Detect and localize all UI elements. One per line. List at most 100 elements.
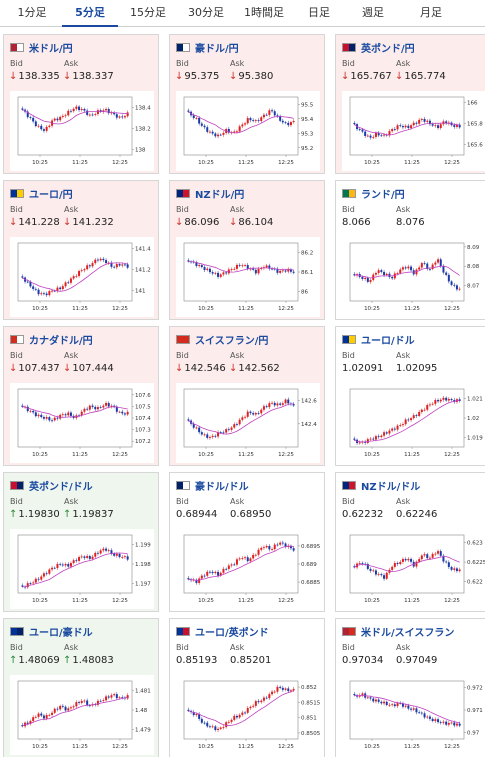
currency-pair-link[interactable]: 英ポンド/円 (361, 43, 415, 55)
candle (407, 417, 410, 422)
candle (377, 697, 380, 704)
chart-svg: 0.852 0.8515 0.851 0.8505 10:25 11:25 12:25 (183, 680, 320, 750)
currency-pair-link[interactable]: 豪ドル/ドル (195, 481, 249, 493)
rate-card[interactable]: スイスフラン/円 Bid ↓142.546 Ask ↓142.562 142.6 142.4… (169, 326, 325, 466)
candle (94, 112, 97, 117)
mini-chart[interactable]: 95.5 95.4 95.3 95.2 10:25 11:25 12:25 (176, 91, 320, 171)
currency-pair-link[interactable]: NZドル/ドル (361, 481, 421, 493)
rate-card[interactable]: カナダドル/円 Bid ↓107.437 Ask ↓107.444 107.6 107.5 1… (3, 326, 159, 466)
mini-chart[interactable]: 1.199 1.198 1.197 10:25 11:25 12:25 (10, 529, 154, 609)
ask-label: Ask (64, 643, 79, 652)
tab-7[interactable]: 月足 (420, 6, 442, 19)
tab-3[interactable]: 30分足 (188, 6, 224, 19)
y-tick-label: 86.1 (301, 270, 313, 276)
tab-1[interactable]: 5分足 (62, 0, 118, 27)
currency-pair-link[interactable]: 米ドル/スイスフラン (361, 627, 455, 639)
bid-price: 0.68944 (176, 509, 218, 520)
rate-card[interactable]: 英ポンド/円 Bid ↓165.767 Ask ↓165.774 166 165.8 165.… (335, 34, 485, 174)
mini-chart[interactable]: 0.852 0.8515 0.851 0.8505 10:25 11:25 12:25 (176, 675, 320, 755)
mini-chart[interactable]: 86.2 86.1 86 10:25 11:25 12:25 (176, 237, 320, 317)
rate-card[interactable]: ユーロ/豪ドル Bid ↑1.48069 Ask ↑1.48083 1.481 1.48 1.… (3, 618, 159, 757)
currency-pair-link[interactable]: 英ポンド/ドル (29, 481, 93, 493)
ask-price: 142.562 (238, 363, 280, 374)
mini-chart[interactable]: 0.6895 0.689 0.6885 10:25 11:25 12:25 (176, 529, 320, 609)
rate-card[interactable]: 米ドル/円 Bid ↓138.335 Ask ↓138.337 138.4 138.2 138… (3, 34, 159, 174)
ask-label: Ask (64, 205, 79, 214)
candle (284, 121, 287, 125)
candle (78, 555, 81, 563)
candle (289, 544, 292, 551)
candle (246, 555, 249, 563)
currency-pair-link[interactable]: ユーロ/ドル (361, 335, 415, 347)
y-tick-label: 0.851 (301, 716, 317, 722)
card-header: 豪ドル/ドル (176, 479, 249, 493)
moving-average-line (354, 694, 460, 724)
candle (64, 113, 67, 118)
rate-card[interactable]: 豪ドル/円 Bid ↓95.375 Ask ↓95.380 95.5 95.4 95.3 95.… (169, 34, 325, 174)
candle (262, 545, 265, 550)
tab-0[interactable]: 1分足 (17, 6, 47, 19)
candle (123, 554, 126, 559)
rate-card[interactable]: 米ドル/スイスフラン Bid 0.97034 Ask 0.97049 0.972 0.971… (335, 618, 485, 757)
candle (353, 272, 356, 277)
tab-4[interactable]: 1時間足 (244, 6, 284, 19)
rate-card[interactable]: ユーロ/円 Bid ↓141.228 Ask ↓141.232 141.4 141.2 141… (3, 180, 159, 320)
currency-pair-link[interactable]: 米ドル/円 (29, 43, 73, 55)
rate-card[interactable]: NZドル/ドル Bid 0.62232 Ask 0.62246 0.623 0.6225 0.… (335, 472, 485, 612)
currency-pair-link[interactable]: カナダドル/円 (29, 335, 93, 347)
ask-price: 1.02095 (396, 363, 438, 374)
mini-chart[interactable]: 0.972 0.971 0.97 10:25 11:25 12:25 (342, 675, 485, 755)
mini-chart[interactable]: 166 165.8 165.6 10:25 11:25 12:25 (342, 91, 485, 171)
candle (83, 699, 86, 704)
tab-6[interactable]: 週足 (362, 6, 384, 19)
candle (105, 258, 108, 265)
x-tick-label: 10:25 (198, 744, 214, 750)
candle (99, 405, 102, 409)
y-tick-label: 8.07 (467, 284, 480, 290)
mini-chart[interactable]: 1.481 1.48 1.479 10:25 11:25 12:25 (10, 675, 154, 755)
candle (437, 549, 440, 556)
arrow-down-icon: ↓ (175, 71, 184, 82)
mini-chart[interactable]: 0.623 0.6225 0.622 10:25 11:25 12:25 (342, 529, 485, 609)
candle (115, 692, 118, 701)
candle (208, 130, 211, 134)
arrow-down-icon: ↓ (9, 71, 18, 82)
rate-card[interactable]: ユーロ/英ポンド Bid 0.85193 Ask 0.85201 0.852 0.8515 0… (169, 618, 325, 757)
rate-card[interactable]: 英ポンド/ドル Bid ↑1.19830 Ask ↑1.19837 1.199 1.198 1… (3, 472, 159, 612)
candle (292, 546, 295, 553)
mini-chart[interactable]: 1.021 1.02 1.019 10:25 11:25 12:25 (342, 383, 485, 463)
rate-card[interactable]: 豪ドル/ドル Bid 0.68944 Ask 0.68950 0.6895 0.689 0.6… (169, 472, 325, 612)
candle (113, 265, 116, 269)
rate-card[interactable]: ランド/円 Bid 8.066 Ask 8.076 8.09 8.08 8.07 10:25 11… (335, 180, 485, 320)
mini-chart[interactable]: 107.6 107.5 107.4 107.3 107.2 10:25 11:25 12:25 (10, 383, 154, 463)
candle (126, 409, 129, 416)
tab-2[interactable]: 15分足 (130, 6, 166, 19)
chart-svg: 95.5 95.4 95.3 95.2 10:25 11:25 12:25 (183, 96, 314, 166)
currency-pair-link[interactable]: 豪ドル/円 (195, 43, 239, 55)
candle (67, 410, 70, 417)
rate-card[interactable]: NZドル/円 Bid ↓86.096 Ask ↓86.104 86.2 86.1 86 10:2… (169, 180, 325, 320)
currency-pair-link[interactable]: NZドル/円 (195, 189, 245, 201)
mini-chart[interactable]: 142.6 142.4 10:25 11:25 12:25 (176, 383, 320, 463)
ask-price: 0.68950 (230, 509, 272, 520)
candle (252, 552, 255, 560)
card-header: スイスフラン/円 (176, 333, 269, 347)
mini-chart[interactable]: 138.4 138.2 138 10:25 11:25 12:25 (10, 91, 154, 171)
candle (445, 396, 448, 402)
rate-card[interactable]: ユーロ/ドル Bid 1.02091 Ask 1.02095 1.021 1.02 1.019… (335, 326, 485, 466)
mini-chart[interactable]: 8.09 8.08 8.07 10:25 11:25 12:25 (342, 237, 485, 317)
currency-pair-link[interactable]: スイスフラン/円 (195, 335, 269, 347)
currency-pair-link[interactable]: ユーロ/英ポンド (195, 627, 269, 639)
candle (423, 116, 426, 124)
mini-chart[interactable]: 141.4 141.2 141 10:25 11:25 12:25 (10, 237, 154, 317)
candle (29, 581, 32, 586)
candle (426, 403, 429, 412)
currency-pair-link[interactable]: ユーロ/豪ドル (29, 627, 93, 639)
currency-pair-link[interactable]: ユーロ/円 (29, 189, 73, 201)
tab-5[interactable]: 日足 (308, 6, 330, 19)
y-tick-label: 0.8505 (301, 731, 320, 737)
currency-pair-link[interactable]: ランド/円 (361, 189, 405, 201)
x-tick-label: 12:25 (112, 598, 128, 604)
candle (374, 271, 377, 277)
candle (284, 269, 287, 273)
